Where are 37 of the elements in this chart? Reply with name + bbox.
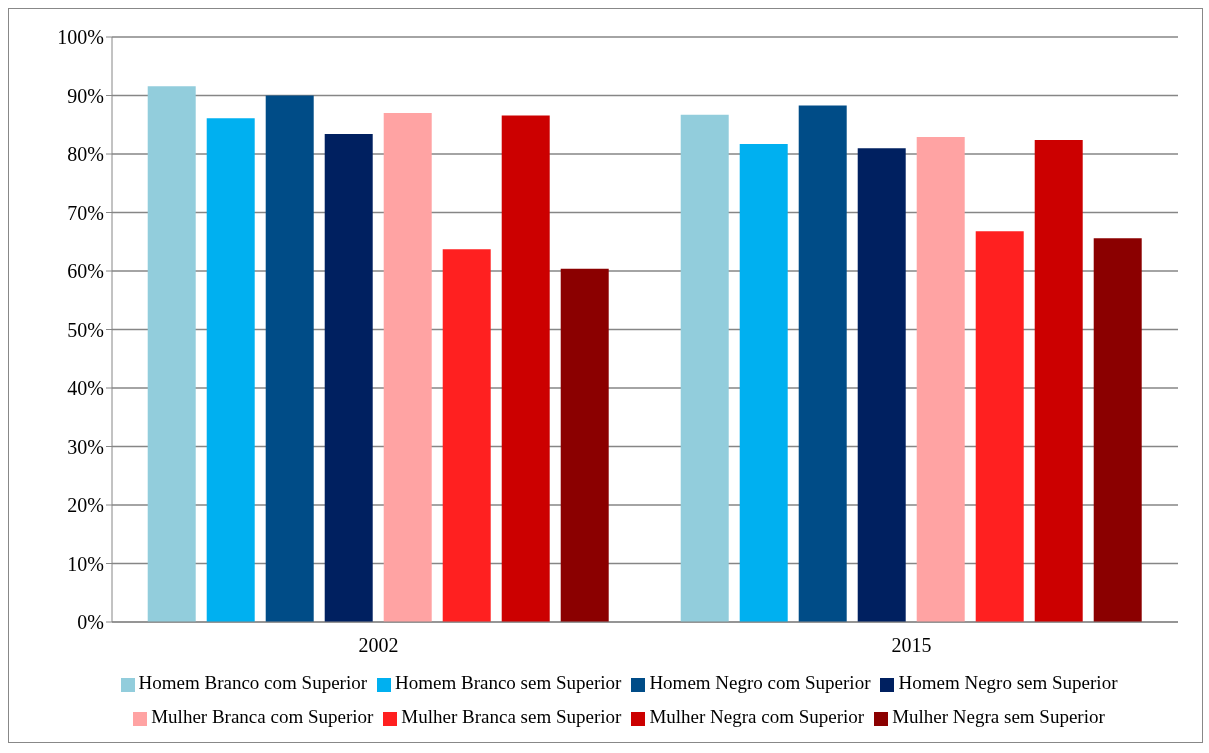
bar bbox=[383, 113, 432, 622]
y-tick-label: 80% bbox=[67, 143, 104, 166]
legend-label: Mulher Branca com Superior bbox=[151, 706, 374, 727]
bar bbox=[501, 115, 550, 622]
bar bbox=[560, 268, 609, 622]
legend-label: Homem Branco com Superior bbox=[138, 672, 368, 693]
y-tick-label: 0% bbox=[77, 611, 104, 634]
bar bbox=[916, 137, 965, 622]
bar bbox=[442, 249, 491, 622]
legend-label: Homem Negro sem Superior bbox=[898, 672, 1118, 693]
x-tick-label: 2002 bbox=[358, 634, 399, 657]
bar bbox=[324, 134, 373, 622]
bar bbox=[857, 148, 906, 622]
y-tick-label: 100% bbox=[57, 26, 104, 49]
bar bbox=[739, 144, 788, 622]
legend-label: Mulher Negra com Superior bbox=[649, 706, 865, 727]
x-tick-label: 2015 bbox=[891, 634, 932, 657]
y-tick-label: 10% bbox=[67, 552, 104, 575]
bar bbox=[265, 95, 314, 622]
legend-label: Homem Branco sem Superior bbox=[395, 672, 622, 693]
legend-label: Mulher Branca sem Superior bbox=[401, 706, 622, 727]
bar bbox=[975, 231, 1024, 622]
bar bbox=[680, 114, 729, 622]
y-tick-label: 50% bbox=[67, 318, 104, 341]
y-tick-label: 60% bbox=[67, 260, 104, 283]
legend-label: Homem Negro com Superior bbox=[649, 672, 871, 693]
bar bbox=[798, 105, 847, 622]
y-tick-label: 40% bbox=[67, 377, 104, 400]
legend-label: Mulher Negra sem Superior bbox=[892, 706, 1105, 727]
y-tick-label: 90% bbox=[67, 84, 104, 107]
bar bbox=[1034, 139, 1083, 622]
y-tick-label: 70% bbox=[67, 201, 104, 224]
y-tick-label: 20% bbox=[67, 494, 104, 517]
bar bbox=[206, 118, 255, 622]
bar bbox=[147, 86, 196, 622]
y-tick-label: 30% bbox=[67, 435, 104, 458]
bar bbox=[1093, 238, 1142, 622]
